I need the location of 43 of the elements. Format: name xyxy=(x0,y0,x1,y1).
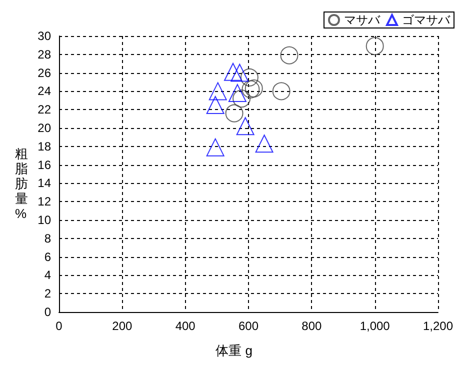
legend-label: マサバ xyxy=(344,13,381,27)
y-tick-label: 18 xyxy=(38,139,52,154)
legend-label: ゴマサバ xyxy=(402,13,451,27)
x-axis-title: 体重 g xyxy=(216,343,252,358)
y-tick-label: 12 xyxy=(38,194,52,209)
point xyxy=(206,96,224,114)
y-tick-label: 24 xyxy=(38,84,52,98)
point xyxy=(236,117,254,136)
point xyxy=(230,64,249,82)
point xyxy=(255,134,274,153)
point xyxy=(224,62,242,81)
y-tick-label: 28 xyxy=(38,47,52,62)
point xyxy=(366,37,384,56)
point xyxy=(206,138,224,156)
point xyxy=(232,90,251,108)
y-tick-label: 10 xyxy=(38,213,52,227)
y-tick-label: 30 xyxy=(38,29,52,43)
point xyxy=(244,79,263,98)
x-tick-label: 1,000 xyxy=(360,319,390,333)
x-tick-label: 800 xyxy=(302,319,322,333)
y-tick-label: 0 xyxy=(44,305,52,319)
y-tick-label: 26 xyxy=(38,66,52,80)
y-axis-title: 粗脂肪量% xyxy=(15,146,28,221)
y-tick-label: 8 xyxy=(44,231,52,246)
x-tick-label: 200 xyxy=(112,319,132,333)
x-tick-label: 1,200 xyxy=(422,319,454,333)
y-tick-label: 22 xyxy=(38,102,52,117)
y-tick-label: 20 xyxy=(38,121,52,135)
y-tick-label: 4 xyxy=(44,268,52,282)
point xyxy=(242,80,260,98)
y-tick-label: 16 xyxy=(38,158,52,172)
point xyxy=(208,82,227,100)
point xyxy=(280,46,298,64)
y-tick-label: 14 xyxy=(38,176,52,190)
point xyxy=(228,84,246,102)
point xyxy=(240,68,258,86)
y-tick-label: 2 xyxy=(44,286,52,301)
y-tick-label: 6 xyxy=(44,250,52,264)
x-tick-label: 0 xyxy=(56,319,63,333)
point xyxy=(272,82,290,100)
x-tick-label: 600 xyxy=(238,319,259,333)
point xyxy=(225,104,244,122)
x-tick-label: 400 xyxy=(175,319,196,333)
